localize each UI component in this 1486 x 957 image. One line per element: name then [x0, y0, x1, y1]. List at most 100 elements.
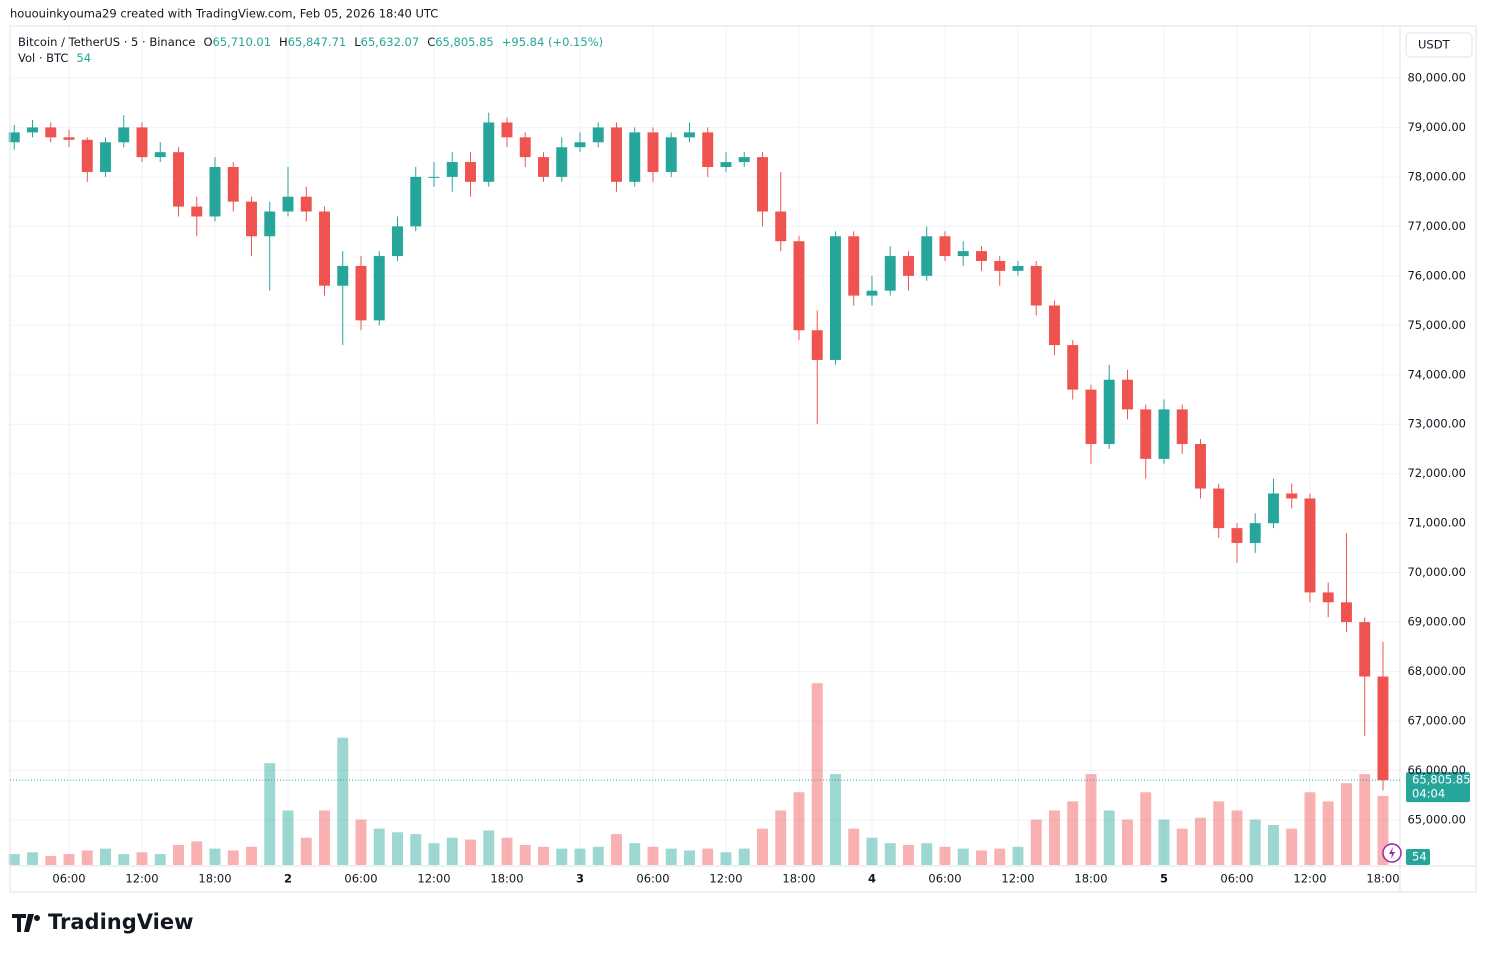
volume-bar [574, 848, 586, 865]
volume-bar [556, 848, 568, 865]
x-tick-label: 12:00 [125, 872, 158, 886]
y-tick-label: 70,000.00 [1407, 565, 1466, 579]
ohlc-value: 65,847.71 [288, 35, 347, 49]
candle-body [209, 167, 221, 217]
candle-body [994, 260, 1006, 271]
currency[interactable]: USDT [1418, 38, 1451, 52]
volume-bar [519, 845, 531, 865]
ohlc-key: L [354, 35, 361, 49]
volume-bar [976, 850, 987, 865]
x-tick-label: 5 [1160, 872, 1168, 886]
volume-bar [337, 737, 349, 865]
candle-body [720, 162, 732, 168]
ohlc-value: 65,632.07 [361, 35, 420, 49]
volume-bar [647, 846, 659, 865]
volume-bar [1049, 810, 1060, 865]
ohlc-key: C [427, 35, 435, 49]
x-tick-label: 2 [284, 872, 292, 886]
legend: Bitcoin / TetherUS · 5 · Binance O65,710.… [18, 35, 603, 65]
x-tick-label: 4 [868, 872, 876, 886]
candle-body [884, 256, 896, 291]
x-tick-label: 06:00 [1220, 872, 1253, 886]
candle-body [1140, 409, 1152, 459]
symbol: Bitcoin / TetherUS · 5 · Binance [18, 35, 195, 49]
volume-bar [1377, 795, 1389, 865]
volume-bar [465, 839, 476, 865]
x-tick-label: 12:00 [417, 872, 450, 886]
logo-mark [12, 914, 34, 932]
candle-body [63, 137, 75, 140]
volume-bar [1231, 810, 1243, 865]
candle-body [830, 236, 841, 360]
volume-value: 54 [76, 51, 91, 65]
volume-bar [811, 683, 823, 865]
candle-body [1103, 379, 1115, 445]
volume-bar [866, 837, 878, 865]
volume-bar [702, 848, 714, 865]
volume-bar [1322, 801, 1334, 865]
volume-bar [1067, 801, 1079, 865]
y-tick-label: 66,000.00 [1407, 763, 1466, 777]
volume-legend: Vol · BTC 54 [18, 51, 91, 65]
candle-body [1377, 676, 1389, 781]
candle-body [1012, 265, 1024, 271]
candle-body [465, 162, 476, 182]
volume-bar [921, 843, 933, 865]
ohlc-value: 65,710.01 [213, 35, 272, 49]
candle-body [1286, 493, 1298, 499]
volume-bar [264, 763, 276, 865]
volume-bar [373, 828, 385, 865]
volume-bar [1286, 828, 1298, 865]
y-tick-label: 65,000.00 [1407, 812, 1466, 826]
candle-body [45, 127, 57, 138]
volume-bar [1249, 819, 1261, 865]
volume-bar [27, 852, 38, 865]
y-tick-label: 74,000.00 [1407, 367, 1466, 381]
volume-bar [1140, 792, 1152, 865]
candle-body [81, 139, 93, 172]
y-tick-label: 75,000.00 [1407, 318, 1466, 332]
volume-bar [1267, 825, 1279, 865]
volume-bar [884, 843, 896, 865]
volume-bar [100, 848, 111, 865]
candle-body [1359, 622, 1371, 677]
y-tick-label: 72,000.00 [1407, 466, 1466, 480]
candle-body [629, 132, 641, 182]
volume-bar [848, 828, 860, 865]
volume-bar [1085, 774, 1097, 865]
x-tick-label: 18:00 [782, 872, 815, 886]
candle-body [1122, 379, 1133, 410]
candle-body [282, 196, 294, 212]
candle-body [1249, 523, 1261, 543]
candle-body [1030, 265, 1042, 306]
brand: TradingView [48, 910, 193, 934]
candle-body [556, 147, 568, 177]
candle-body [738, 157, 750, 163]
legend-line: Bitcoin / TetherUS · 5 · Binance O65,710.… [18, 35, 603, 49]
volume-bar [501, 837, 513, 865]
header: hououinkyouma29 created with TradingView… [10, 7, 438, 21]
volume-bar [1176, 828, 1188, 865]
volume-bar [136, 852, 148, 865]
x-tick-label: 3 [576, 872, 584, 886]
candle-body [611, 127, 622, 182]
candle-body [1049, 305, 1060, 346]
volume-bar [446, 837, 458, 865]
candle-body [392, 226, 403, 257]
volume-bar [63, 854, 75, 865]
volume-bar [1304, 792, 1316, 865]
volume-bar [1194, 817, 1206, 865]
volume-bar [1213, 801, 1225, 865]
volume-bar [209, 848, 221, 865]
volume-bar [1012, 846, 1024, 865]
x-tick-label: 06:00 [344, 872, 377, 886]
volume-bar [45, 855, 57, 865]
y-tick-label: 68,000.00 [1407, 664, 1466, 678]
y-tick-label: 77,000.00 [1407, 219, 1466, 233]
currency-button[interactable] [1405, 32, 1473, 58]
candle-body [775, 211, 787, 242]
candle-body [1340, 602, 1352, 623]
candle-body [647, 132, 659, 172]
volume-bar [282, 810, 294, 865]
volume-bar [957, 848, 969, 865]
